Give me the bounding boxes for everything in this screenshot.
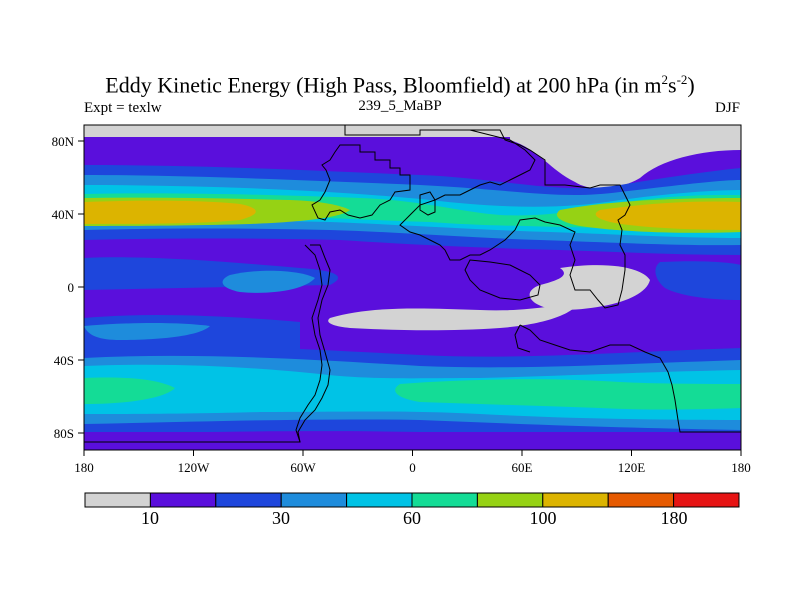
colorbar-labels: 10 30 60 100 180 <box>141 508 688 528</box>
y-tick-labels: 80N 40N 0 40S 80S <box>52 134 75 441</box>
north-asia-low-region <box>510 125 741 189</box>
x-tick-label: 60E <box>512 460 533 475</box>
colorbar-swatch <box>346 492 413 508</box>
colorbar-swatch <box>149 492 217 508</box>
x-tick-labels: 180 120W 60W 0 60E 120E 180 <box>74 460 751 475</box>
sh-jet-core-west <box>84 377 175 404</box>
colorbar-swatch <box>476 492 544 508</box>
asia-outline <box>335 125 631 309</box>
sh-jet-core-east <box>395 379 741 410</box>
x-tick-label: 60W <box>290 460 316 475</box>
colorbar-swatch <box>411 492 478 508</box>
y-tick-label: 80N <box>52 134 75 149</box>
colorbar-label: 180 <box>661 508 688 528</box>
plot-title: Eddy Kinetic Energy (High Pass, Bloomfie… <box>105 72 695 98</box>
pacific-jet-core <box>595 201 741 230</box>
colorbar-swatch <box>215 492 282 508</box>
arabia-outline <box>464 259 541 301</box>
y-tick-label: 40S <box>54 353 74 368</box>
americas-east-outline <box>295 244 323 443</box>
x-tick-label: 180 <box>74 460 94 475</box>
atlantic-jet-core <box>84 200 256 224</box>
y-tick-label: 40N <box>52 207 75 222</box>
west-pacific-patch <box>655 261 741 300</box>
australia-antarctica-outline <box>519 324 741 433</box>
colorbar-label: 100 <box>530 508 557 528</box>
south-atlantic-low-region <box>328 300 580 331</box>
colorbar-swatch <box>280 492 348 508</box>
americas-west-outline <box>84 244 331 443</box>
contour-field <box>84 125 741 450</box>
black-sea-outline <box>419 191 436 216</box>
x-tick-label: 180 <box>731 460 751 475</box>
southern-africa-outline <box>514 324 531 353</box>
tropical-mid-patch <box>222 270 315 293</box>
south-polar-band <box>84 432 741 450</box>
south-pacific-patch <box>84 323 210 340</box>
colorbar-swatch <box>607 492 675 508</box>
y-tick-label: 80S <box>54 426 74 441</box>
colorbar-label: 10 <box>141 508 159 528</box>
run-label: 239_5_MaBP <box>358 98 442 114</box>
colorbar-label: 30 <box>272 508 290 528</box>
axis-ticks <box>78 140 742 456</box>
x-tick-label: 120E <box>618 460 646 475</box>
colorbar-swatch <box>84 492 151 508</box>
continent-outlines <box>84 125 741 443</box>
season-label: DJF <box>714 100 740 116</box>
colorbar-swatch <box>673 492 740 508</box>
y-tick-label: 0 <box>68 280 75 295</box>
europe-outline <box>311 144 411 221</box>
colorbar-label: 60 <box>403 508 421 528</box>
experiment-label: Expt = texlw <box>84 100 162 116</box>
x-tick-label: 120W <box>178 460 211 475</box>
x-tick-label: 0 <box>409 460 416 475</box>
colorbar-swatch <box>542 492 609 508</box>
colorbar <box>84 492 740 508</box>
